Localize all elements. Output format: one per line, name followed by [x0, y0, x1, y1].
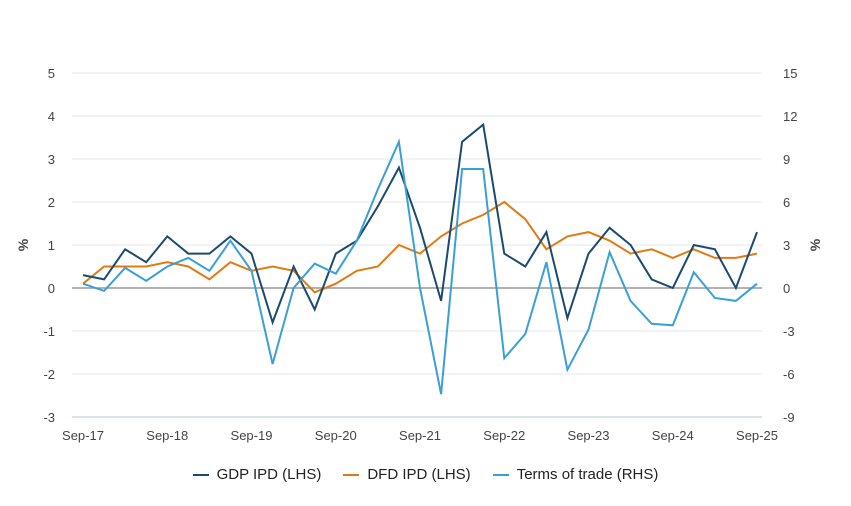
series-line-terms-of-trade-rhs- [82, 138, 758, 395]
y-left-tick-label: 0 [48, 281, 55, 296]
x-tick-label: Sep-21 [399, 428, 441, 443]
y-left-tick-label: 1 [48, 238, 55, 253]
y-right-tick-label: 6 [783, 195, 790, 210]
series-line-dfd-ipd-lhs- [82, 200, 758, 294]
legend-label: GDP IPD (LHS) [216, 466, 322, 483]
y-right-tick-label: 3 [783, 238, 790, 253]
y-right-tick-label: -3 [783, 324, 795, 339]
x-tick-label: Sep-17 [62, 428, 104, 443]
legend-swatch [343, 473, 360, 476]
y-left-tick-label: 3 [48, 152, 55, 167]
x-tick-label: Sep-22 [483, 428, 525, 443]
y-right-tick-label: 12 [783, 109, 797, 124]
chart-svg: 5 4 3 2 1 0 -1 -2 -3 15 12 9 6 3 0 -3 -6 -9 Sep-17 Sep-18 Se… [15, 66, 823, 443]
y-right-axis-label: % [807, 238, 823, 251]
y-right-tick-label: -9 [783, 410, 795, 425]
x-tick-label: Sep-25 [736, 428, 778, 443]
x-tick-label: Sep-23 [568, 428, 610, 443]
legend-swatch [192, 473, 209, 476]
legend-label: DFD IPD (LHS) [367, 466, 471, 483]
legend-label: Terms of trade (RHS) [516, 466, 659, 483]
y-left-tick-label: -3 [43, 410, 55, 425]
y-left-axis-label: % [15, 238, 31, 251]
y-left-tick-label: -2 [43, 367, 55, 382]
legend-item-dfd-ipd: DFD IPD (LHS) [343, 466, 471, 483]
x-tick-label: Sep-24 [652, 428, 694, 443]
y-left-tick-label: 5 [48, 66, 55, 81]
legend-item-terms-of-trade: Terms of trade (RHS) [492, 466, 659, 483]
y-right-tick-label: 0 [783, 281, 790, 296]
y-right-tick-label: 9 [783, 152, 790, 167]
x-tick-label: Sep-19 [231, 428, 273, 443]
x-tick-label: Sep-20 [315, 428, 357, 443]
y-left-tick-label: 2 [48, 195, 55, 210]
y-right-tick-label: -6 [783, 367, 795, 382]
y-left-tick-label: -1 [43, 324, 55, 339]
y-left-tick-label: 4 [48, 109, 55, 124]
y-right-tick-label: 15 [783, 66, 797, 81]
legend-item-gdp-ipd: GDP IPD (LHS) [192, 466, 322, 483]
legend-swatch [492, 473, 509, 476]
x-tick-label: Sep-18 [146, 428, 188, 443]
legend: GDP IPD (LHS) DFD IPD (LHS) Terms of tra… [0, 466, 851, 483]
series-line-gdp-ipd-lhs- [82, 122, 758, 326]
